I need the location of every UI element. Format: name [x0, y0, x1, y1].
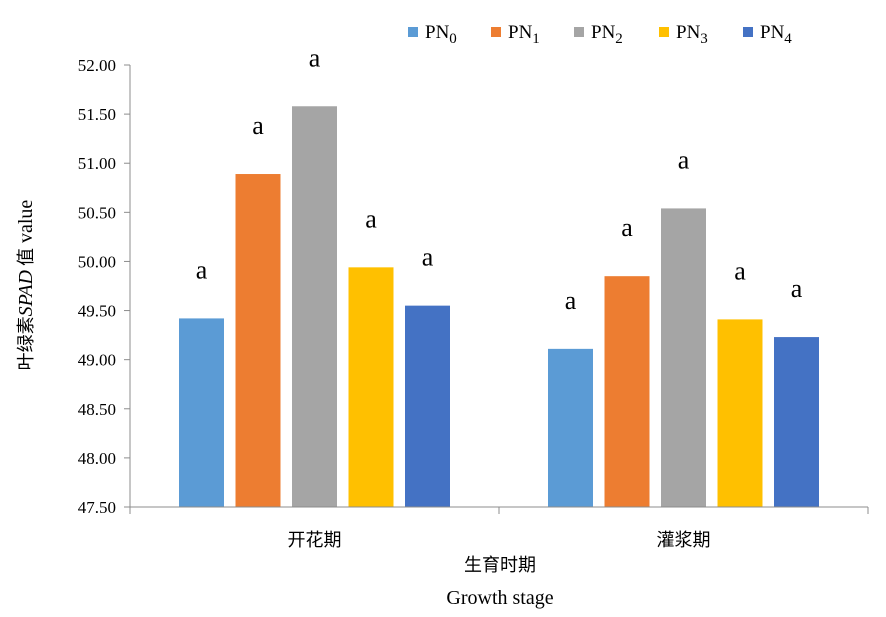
bar	[604, 276, 650, 507]
y-tick-label: 51.50	[78, 105, 116, 124]
y-axis: 47.50 48.00 48.50 49.00 49.50 50.00 50.50 51.00…	[78, 56, 131, 517]
y-tick-label: 48.50	[78, 400, 116, 419]
x-category-label: 开花期	[288, 530, 342, 551]
legend-label: PN2	[591, 22, 623, 47]
bar	[235, 174, 281, 507]
significance-label: a	[422, 243, 434, 272]
x-axis: 开花期 灌浆期	[129, 506, 869, 551]
legend-label: PN3	[676, 22, 708, 47]
significance-label: a	[365, 204, 377, 233]
y-axis-title-italic: SPAD	[15, 269, 37, 316]
legend-label: PN0	[425, 22, 457, 47]
significance-label: a	[791, 274, 803, 303]
bar	[548, 348, 593, 507]
significance-labels: a a a a a a a a a a	[196, 43, 803, 315]
x-axis-title-english: Growth stage	[446, 587, 553, 609]
y-tick-label: 49.50	[78, 302, 116, 321]
y-tick-label: 52.00	[78, 56, 116, 75]
y-axis-title: 叶绿素SPAD 值 value	[15, 200, 37, 371]
significance-label: a	[734, 256, 746, 285]
legend-swatch	[491, 27, 501, 37]
bar	[348, 267, 394, 507]
y-tick-label: 50.50	[78, 203, 116, 222]
bars	[179, 106, 819, 508]
bar	[179, 318, 224, 507]
x-category-label: 灌浆期	[657, 530, 711, 551]
y-tick-label: 49.00	[78, 351, 116, 370]
x-axis-title: 生育时期	[464, 555, 536, 576]
legend-swatch	[408, 27, 418, 37]
legend-swatch	[743, 27, 753, 37]
y-tick-label: 51.00	[78, 154, 116, 173]
y-tick-label: 50.00	[78, 252, 116, 271]
significance-label: a	[252, 111, 264, 140]
legend-label: PN1	[508, 22, 540, 47]
bar	[661, 208, 706, 507]
legend-swatch	[574, 27, 584, 37]
y-tick-label: 48.00	[78, 449, 116, 468]
legend-label: PN4	[760, 22, 792, 47]
y-axis-title-chinese-value: 值	[16, 248, 37, 266]
significance-label: a	[678, 145, 690, 174]
bar	[292, 106, 337, 508]
y-tick-label: 47.50	[78, 498, 116, 517]
bar	[717, 319, 763, 507]
y-axis-title-chinese: 叶绿素	[16, 316, 37, 370]
y-axis-title-english: value	[15, 200, 37, 243]
legend: PN0 PN1 PN2 PN3 PN4	[408, 22, 792, 47]
bar	[405, 305, 450, 507]
legend-swatch	[659, 27, 669, 37]
significance-label: a	[309, 43, 321, 72]
significance-label: a	[565, 286, 577, 315]
significance-label: a	[196, 255, 208, 284]
bar	[774, 337, 819, 507]
significance-label: a	[621, 213, 633, 242]
